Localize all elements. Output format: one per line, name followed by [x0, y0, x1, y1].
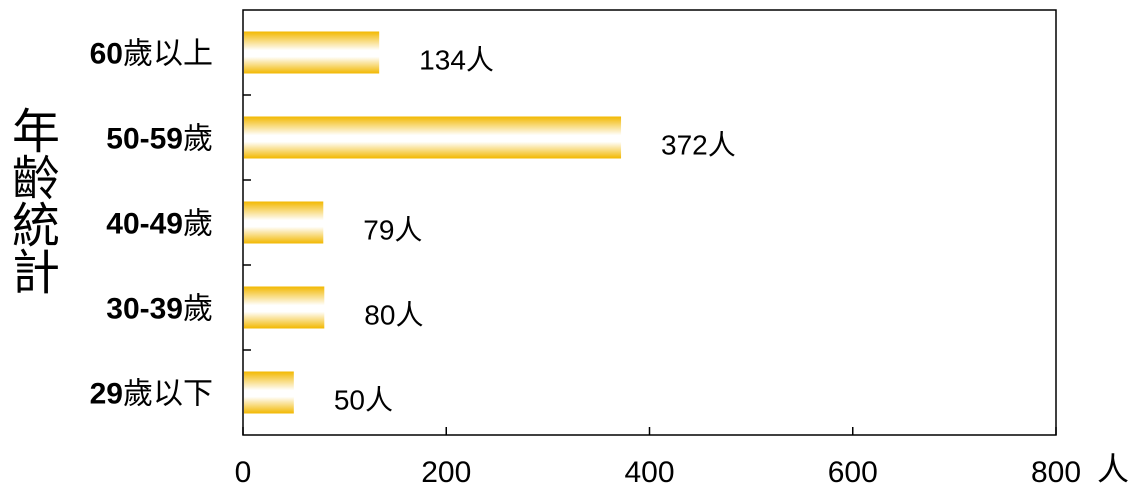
x-axis-unit: 人: [1097, 451, 1129, 487]
category-label: 40-49歲: [106, 208, 213, 241]
bar: [244, 116, 622, 159]
bar: [244, 371, 294, 414]
x-axis-ticks: 0 200 400 600 800: [235, 427, 1081, 489]
data-label: 134人: [419, 45, 494, 76]
y-axis-ticks: [243, 94, 251, 351]
bar: [244, 286, 325, 329]
bar: [244, 201, 324, 244]
category-label: 30-39歲: [106, 293, 213, 326]
x-tick-label: 200: [421, 456, 471, 489]
y-axis-label-char: 計: [12, 247, 60, 300]
y-axis-label-char: 年: [12, 106, 60, 159]
x-tick-label: 800: [1031, 456, 1081, 489]
category-label: 29歲以下: [90, 378, 213, 411]
data-label: 372人: [661, 130, 736, 161]
x-tick-label: 0: [235, 456, 252, 489]
data-label: 50人: [334, 385, 393, 416]
category-label: 60歲以上: [90, 38, 213, 71]
x-tick-label: 400: [624, 456, 674, 489]
y-axis-label-char: 齡: [12, 153, 60, 206]
y-axis-label-char: 統: [12, 200, 60, 253]
data-label: 80人: [364, 300, 423, 331]
data-labels: 134人 372人 79人 80人 50人: [334, 45, 736, 416]
data-label: 79人: [363, 215, 422, 246]
x-tick-label: 600: [828, 456, 878, 489]
bar: [244, 31, 380, 74]
bars: [244, 31, 622, 414]
category-label: 50-59歲: [106, 123, 213, 156]
category-labels: 60歲以上 50-59歲 40-49歲 30-39歲 29歲以下: [90, 38, 213, 411]
